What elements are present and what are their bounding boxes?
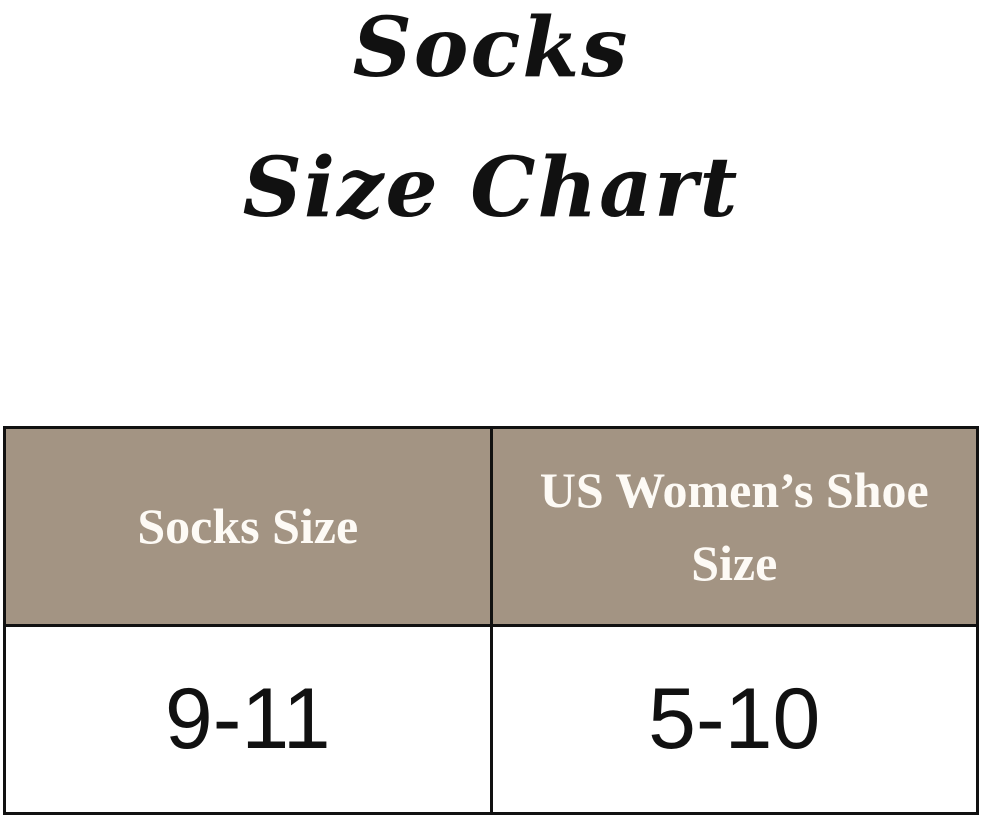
cell-shoe-size: 5-10: [489, 624, 979, 815]
size-chart-table: Socks Size US Women’s Shoe Size 9-11 5-1…: [3, 426, 979, 815]
cell-socks-size: 9-11: [3, 624, 493, 815]
header-row: Socks Size US Women’s Shoe Size: [3, 426, 979, 627]
header-us-womens-shoe-size: US Women’s Shoe Size: [489, 426, 979, 627]
title-line-1: Socks: [352, 0, 630, 96]
table-row: 9-11 5-10: [3, 624, 979, 815]
title-line-2: Size Chart: [242, 140, 740, 236]
header-socks-size: Socks Size: [3, 426, 493, 627]
